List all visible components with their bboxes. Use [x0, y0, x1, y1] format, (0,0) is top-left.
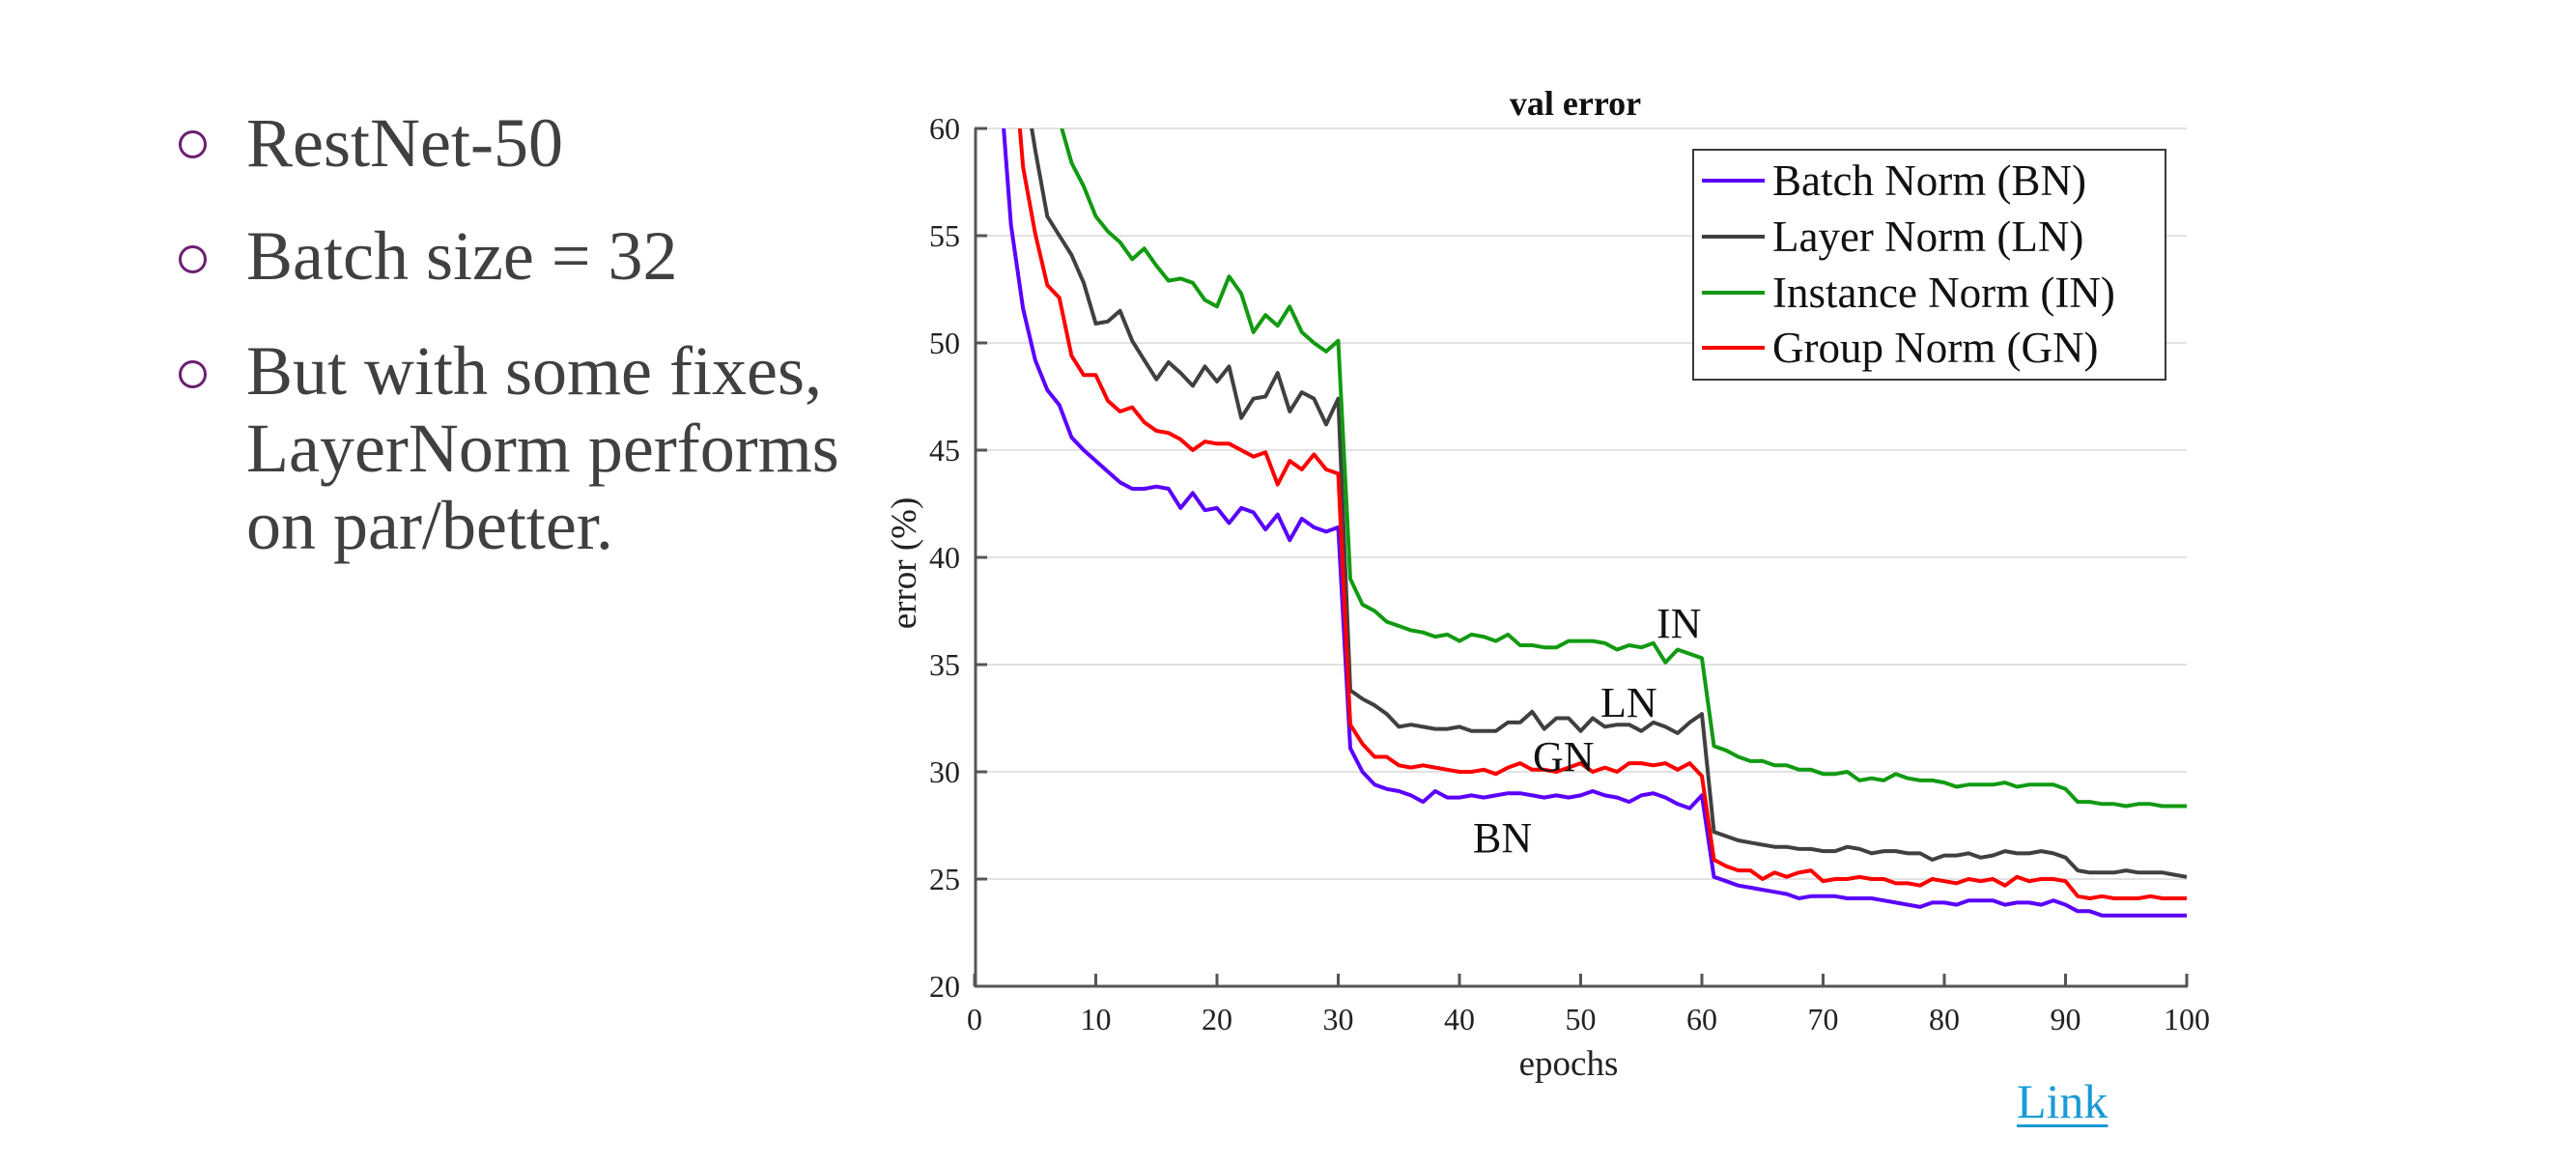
annotation-ln: LN	[1600, 679, 1657, 726]
legend-label-in: Instance Norm (IN)	[1772, 269, 2115, 317]
legend-label-gn: Group Norm (GN)	[1772, 324, 2098, 372]
x-tick-label: 50	[1566, 1002, 1597, 1036]
bullet-item-model: RestNet-50	[246, 104, 563, 182]
series-line-ln	[1030, 128, 2188, 879]
y-tick-label: 25	[929, 862, 960, 896]
tick-labels: 20 25 30 35 40 45 50 55 60 0 10 20 30 40 50 60 70 80 90 100	[929, 111, 2210, 1036]
y-tick-label: 20	[929, 969, 960, 1004]
bullet-circle-icon	[179, 245, 207, 273]
x-tick-label: 80	[1929, 1002, 1960, 1036]
y-tick-label: 30	[929, 754, 960, 789]
legend-box	[1692, 149, 2166, 381]
bullet-line: But with some fixes,	[246, 332, 822, 410]
x-tick-label: 70	[1808, 1002, 1839, 1036]
x-tick-label: 30	[1323, 1002, 1354, 1036]
bullet-circle-icon	[179, 130, 207, 158]
y-tick-label: 45	[929, 433, 960, 468]
x-axis-label: epochs	[1519, 1044, 1619, 1084]
series-line-bn	[1002, 128, 2187, 918]
series-line-in	[1060, 128, 2187, 809]
x-tick-label: 20	[1202, 1002, 1232, 1036]
legend-label-ln: Layer Norm (LN)	[1772, 213, 2083, 261]
y-tick-label: 55	[929, 218, 960, 253]
bullet-line: LayerNorm performs	[246, 410, 839, 487]
y-axis-label: error (%)	[885, 497, 924, 630]
bullet-item-layernorm-note: But with some fixes, LayerNorm performs …	[246, 332, 839, 564]
bullet-line: Batch size = 32	[246, 217, 678, 295]
axes	[973, 127, 2189, 988]
series-lines	[1002, 128, 2188, 918]
x-tick-label: 60	[1686, 1002, 1717, 1036]
y-tick-label: 40	[929, 540, 960, 575]
chart-title: val error	[1510, 84, 1641, 123]
annotation-bn: BN	[1473, 814, 1532, 862]
y-tick-label: 60	[929, 111, 960, 146]
annotation-in: IN	[1656, 600, 1701, 647]
y-tick-label: 35	[929, 647, 960, 682]
bullet-item-batch-size: Batch size = 32	[246, 217, 677, 295]
bullet-line: RestNet-50	[246, 104, 563, 182]
x-tick-label: 0	[967, 1002, 982, 1036]
x-tick-label: 10	[1081, 1002, 1112, 1036]
x-tick-label: 100	[2164, 1002, 2210, 1036]
legend-label-bn: Batch Norm (BN)	[1772, 156, 2086, 205]
x-tick-label: 90	[2051, 1002, 2081, 1036]
series-line-gn	[1017, 128, 2187, 900]
legend: Batch Norm (BN) Layer Norm (LN) Instance N…	[1692, 149, 2166, 381]
x-tick-label: 40	[1444, 1002, 1475, 1036]
y-tick-label: 50	[929, 326, 960, 360]
bullet-line: on par/better.	[246, 487, 613, 564]
bullet-circle-icon	[179, 360, 207, 388]
annotation-gn: GN	[1533, 733, 1595, 781]
source-link[interactable]: Link	[2017, 1074, 2109, 1128]
